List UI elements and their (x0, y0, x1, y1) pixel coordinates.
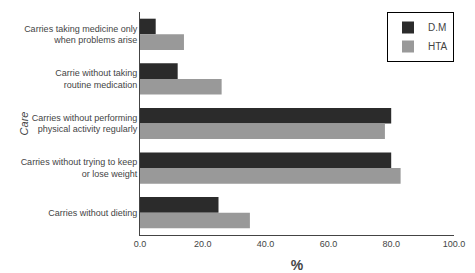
svg-text:Carries without dieting: Carries without dieting (48, 208, 137, 218)
svg-text:40.0: 40.0 (257, 239, 275, 249)
svg-text:Carries without performing phy: Carries without performing physical acti… (32, 113, 138, 135)
svg-text:0.0: 0.0 (134, 239, 147, 249)
svg-text:20.0: 20.0 (194, 239, 212, 249)
svg-text:Carries without trying to keep: Carries without trying to keep or lose w… (21, 157, 138, 179)
svg-text:60.0: 60.0 (320, 239, 338, 249)
svg-text:Carrie without taking routine: Carrie without taking routine medication (55, 68, 137, 90)
svg-text:Care: Care (18, 112, 30, 136)
svg-text:Carries taking medicine only w: Carries taking medicine only when proble… (24, 24, 138, 46)
svg-text:80.0: 80.0 (382, 239, 400, 249)
svg-text:HTA: HTA (428, 41, 448, 52)
svg-text:%: % (291, 257, 304, 273)
svg-text:D.M: D.M (428, 22, 446, 33)
svg-text:100.0: 100.0 (443, 239, 466, 249)
